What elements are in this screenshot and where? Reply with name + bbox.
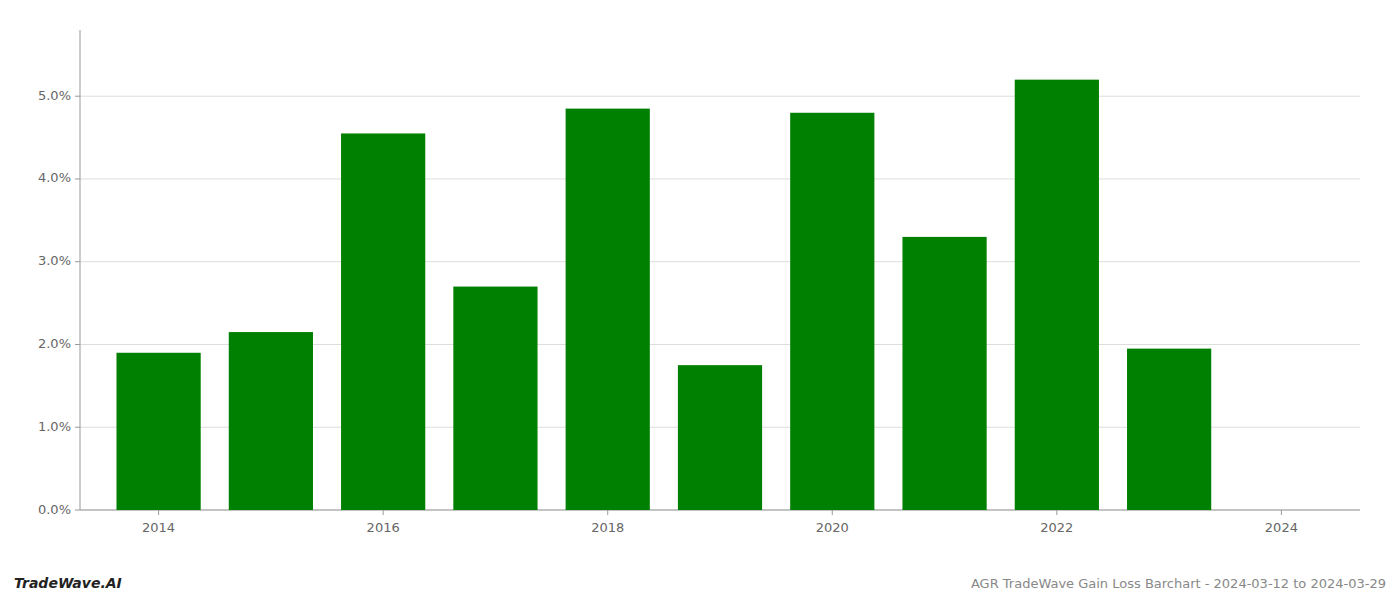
y-tick (75, 178, 80, 179)
x-tick-label: 2022 (1040, 520, 1073, 535)
bar (566, 109, 650, 510)
footer-left: TradeWave.AI (14, 575, 122, 591)
x-tick-label: 2016 (367, 520, 400, 535)
chart: 0.0% 1.0% 2.0% 3.0% 4.0% 5.0% 2014 2016 2018 2020… (0, 0, 1400, 600)
bar (678, 365, 762, 510)
x-tick-label: 2020 (816, 520, 849, 535)
x-tick (607, 510, 608, 515)
grid (80, 96, 1360, 510)
x-tick-label: 2018 (591, 520, 624, 535)
bar (229, 332, 313, 510)
x-tick (1056, 510, 1057, 515)
y-tick (75, 510, 80, 511)
y-tick (75, 427, 80, 428)
y-tick (75, 344, 80, 345)
bar (902, 237, 986, 510)
x-tick (158, 510, 159, 515)
y-tick (75, 261, 80, 262)
y-tick-label: 2.0% (38, 336, 71, 351)
bar (790, 113, 874, 510)
bar (1127, 349, 1211, 510)
y-tick-label: 5.0% (38, 88, 71, 103)
x-tick-label: 2014 (142, 520, 175, 535)
y-tick-label: 3.0% (38, 253, 71, 268)
bar (1015, 80, 1099, 510)
y-tick-label: 1.0% (38, 419, 71, 434)
x-tick (832, 510, 833, 515)
axes: 0.0% 1.0% 2.0% 3.0% 4.0% 5.0% 2014 2016 2018 2020… (38, 30, 1360, 535)
y-tick-label: 0.0% (38, 502, 71, 517)
y-axis-line (80, 30, 81, 510)
bars (116, 80, 1211, 510)
footer-right: AGR TradeWave Gain Loss Barchart - 2024-… (971, 576, 1386, 591)
bar (116, 353, 200, 510)
bar (453, 287, 537, 510)
x-tick-label: 2024 (1265, 520, 1298, 535)
y-tick-label: 4.0% (38, 170, 71, 185)
grid-line (80, 261, 1360, 262)
y-tick (75, 96, 80, 97)
grid-line (80, 96, 1360, 97)
x-tick (383, 510, 384, 515)
grid-line (80, 178, 1360, 179)
x-tick (1281, 510, 1282, 515)
bar (341, 133, 425, 510)
